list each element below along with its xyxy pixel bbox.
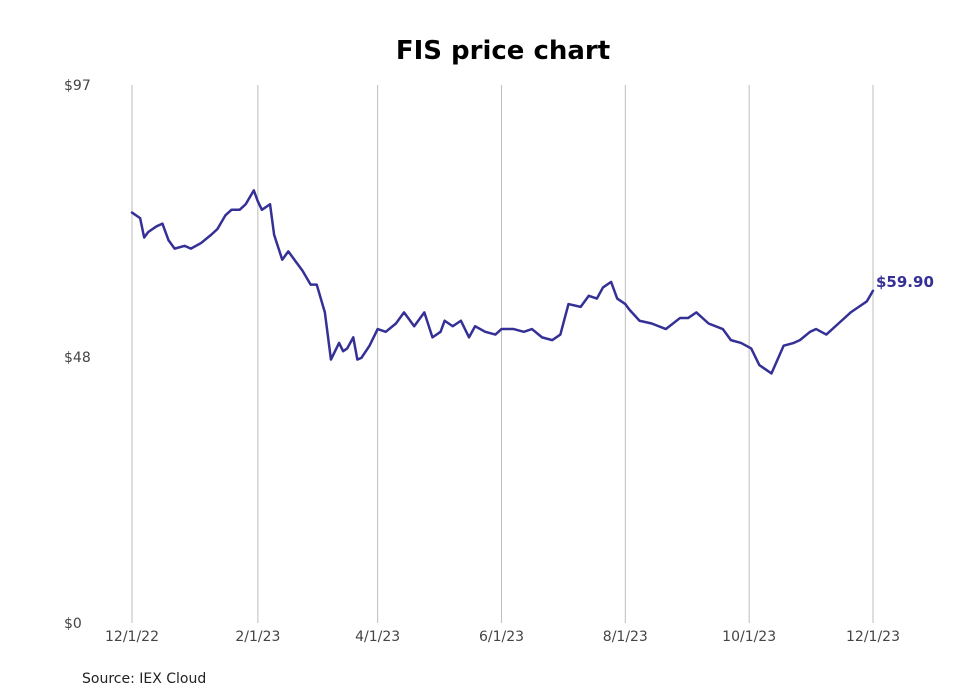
grid — [131, 85, 874, 623]
y-tick-label: $97 — [64, 78, 91, 94]
last-value-label: $59.90 — [876, 273, 934, 291]
y-tick-label: $0 — [64, 616, 82, 632]
x-tick-label: 12/1/22 — [105, 629, 159, 645]
x-tick-label: 2/1/23 — [235, 629, 280, 645]
source-label: Source: IEX Cloud — [82, 671, 206, 687]
x-tick-label: 12/1/23 — [846, 629, 900, 645]
y-axis-ticks: $0 $48 $97 — [64, 78, 91, 632]
chart-title: FIS price chart — [396, 36, 610, 66]
price-line — [130, 189, 875, 375]
x-tick-label: 6/1/23 — [479, 629, 524, 645]
x-tick-label: 4/1/23 — [355, 629, 400, 645]
x-tick-label: 10/1/23 — [722, 629, 776, 645]
x-tick-label: 8/1/23 — [603, 629, 648, 645]
x-axis-ticks: 12/1/22 2/1/23 4/1/23 6/1/23 8/1/23 10/1/23 12… — [105, 629, 900, 645]
y-tick-label: $48 — [64, 350, 91, 366]
series-layer — [130, 189, 875, 375]
